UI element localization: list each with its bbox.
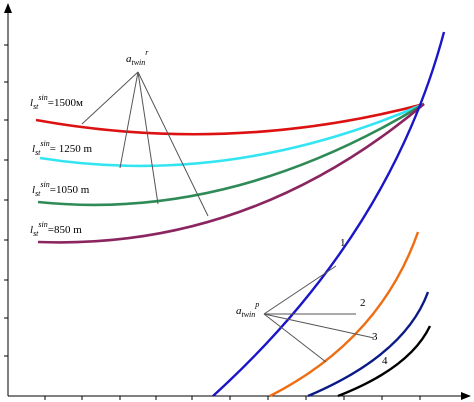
label-1250: lstsin= 1250 m	[32, 139, 92, 157]
leader-lines-upper	[81, 71, 209, 217]
leader-line	[263, 313, 327, 363]
leader-line	[137, 71, 159, 205]
curve-number-4: 4	[382, 355, 388, 367]
curve-number-3: 3	[372, 331, 378, 343]
y-ticks	[4, 44, 8, 357]
leader-line	[263, 265, 337, 315]
leader-line	[263, 313, 375, 339]
series-line-850	[37, 103, 425, 244]
curve-number-2: 2	[360, 297, 366, 309]
leader-line	[119, 71, 139, 169]
series-line-2	[269, 231, 420, 398]
series-line-1500	[35, 102, 425, 136]
series-line-1250	[39, 102, 425, 168]
annotation-lower: atwinp	[236, 300, 259, 319]
series-line-3	[307, 291, 430, 398]
series-line-1	[212, 31, 446, 397]
leader-lines-lower	[263, 265, 375, 363]
x-ticks	[44, 396, 421, 400]
label-850: lstsin=850 m	[30, 220, 82, 238]
annotation-upper: atwinr	[126, 48, 149, 67]
leader-line	[81, 71, 139, 125]
label-1050: lstsin=1050 m	[32, 180, 90, 198]
series-line-1050	[37, 102, 425, 207]
series-line-4	[337, 325, 432, 398]
curve-number-1: 1	[340, 237, 346, 249]
label-1500: lstsin=1500м	[30, 93, 83, 111]
leader-line	[137, 71, 209, 217]
